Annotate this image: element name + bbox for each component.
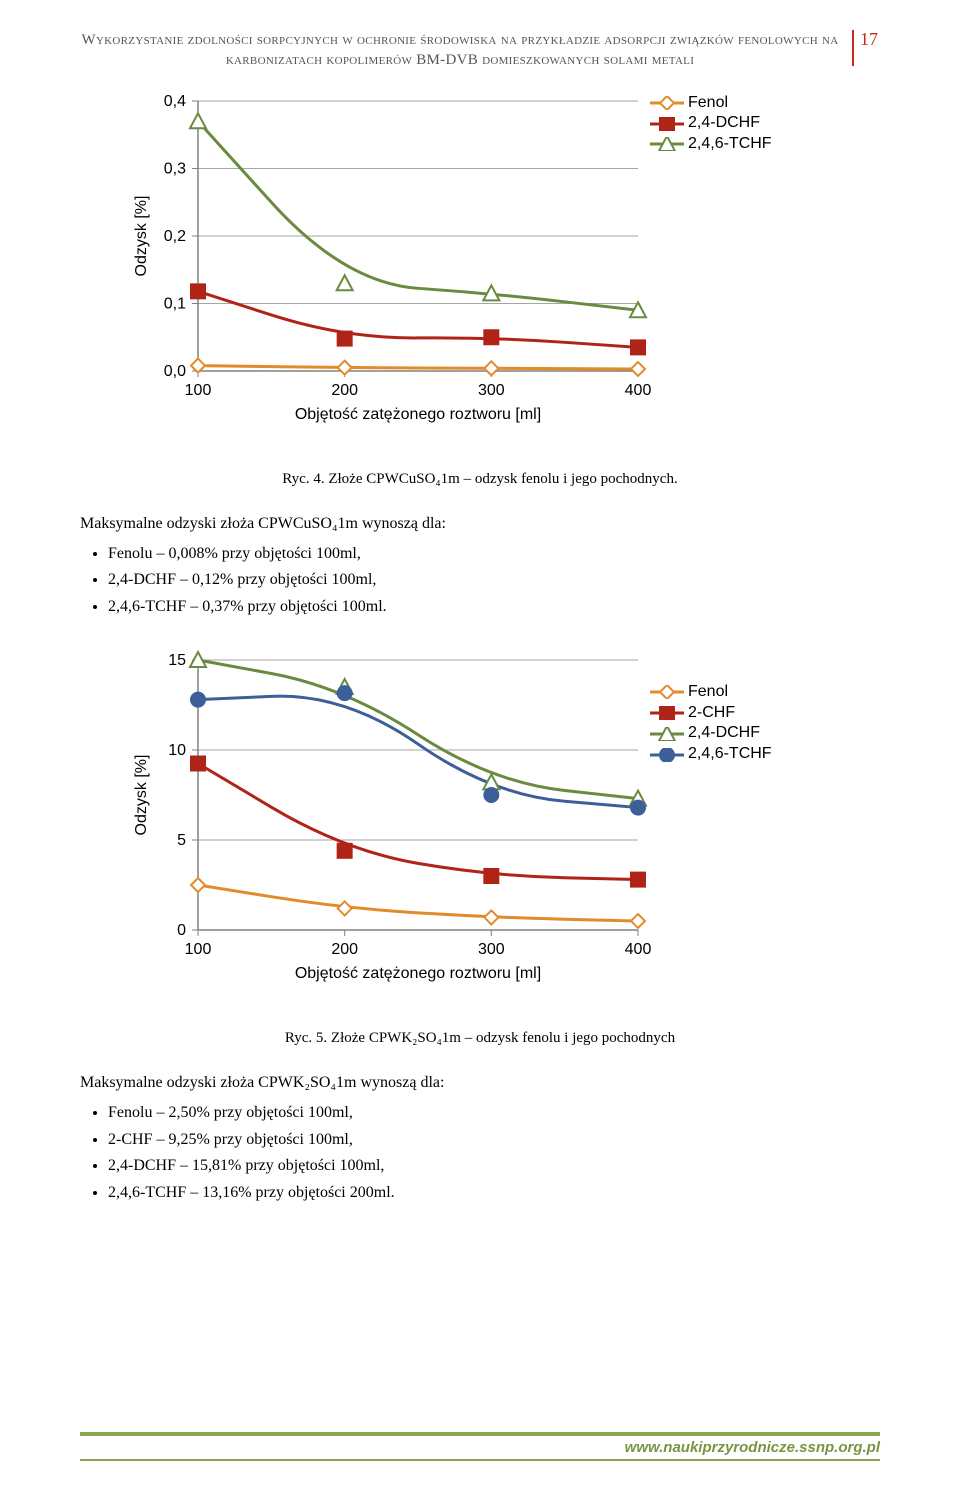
- svg-text:0: 0: [177, 922, 186, 939]
- bullet-item: 2,4-DCHF – 15,81% przy objętości 100ml,: [108, 1154, 880, 1179]
- header-title: Wykorzystanie zdolności sorpcyjnych w oc…: [80, 30, 840, 71]
- svg-text:300: 300: [478, 382, 505, 399]
- bullet-item: Fenolu – 0,008% przy objętości 100ml,: [108, 542, 880, 567]
- svg-text:200: 200: [331, 382, 358, 399]
- bullets-1: Fenolu – 0,008% przy objętości 100ml,2,4…: [108, 542, 880, 620]
- svg-text:5: 5: [177, 832, 186, 849]
- legend-item: Fenol: [650, 93, 772, 114]
- svg-text:Objętość zatężonego roztworu [: Objętość zatężonego roztworu [ml]: [295, 406, 541, 423]
- svg-text:0,3: 0,3: [164, 160, 186, 177]
- svg-text:10: 10: [168, 742, 186, 759]
- legend-item: 2,4-DCHF: [650, 723, 772, 744]
- legend-item: 2-CHF: [650, 703, 772, 724]
- svg-text:400: 400: [625, 941, 652, 958]
- bullet-item: 2,4,6-TCHF – 0,37% przy objętości 100ml.: [108, 595, 880, 620]
- svg-text:0,2: 0,2: [164, 228, 186, 245]
- bullets-2: Fenolu – 2,50% przy objętości 100ml,2-CH…: [108, 1101, 880, 1206]
- svg-text:Odzysk [%]: Odzysk [%]: [133, 195, 150, 276]
- bullet-item: 2-CHF – 9,25% przy objętości 100ml,: [108, 1128, 880, 1153]
- legend-item: 2,4-DCHF: [650, 113, 772, 134]
- para-2: Maksymalne odzyski złoża CPWK₂SO₄1m wyno…: [80, 1071, 880, 1095]
- bullet-item: 2,4-DCHF – 0,12% przy objętości 100ml,: [108, 568, 880, 593]
- bullet-item: Fenolu – 2,50% przy objętości 100ml,: [108, 1101, 880, 1126]
- svg-text:100: 100: [185, 941, 212, 958]
- page-number: 17: [852, 30, 880, 66]
- svg-text:0,0: 0,0: [164, 363, 186, 380]
- svg-text:400: 400: [625, 382, 652, 399]
- svg-text:Odzysk [%]: Odzysk [%]: [133, 754, 150, 835]
- svg-text:0,4: 0,4: [164, 93, 186, 110]
- chart-1-caption: Ryc. 4. Złoże CPWCuSO₄1m – odzysk fenolu…: [80, 471, 880, 488]
- page-header: Wykorzystanie zdolności sorpcyjnych w oc…: [80, 30, 880, 71]
- legend-item: Fenol: [650, 682, 772, 703]
- svg-text:15: 15: [168, 652, 186, 669]
- bullet-item: 2,4,6-TCHF – 13,16% przy objętości 200ml…: [108, 1181, 880, 1206]
- svg-text:300: 300: [478, 941, 505, 958]
- footer-url: www.naukiprzyrodnicze.ssnp.org.pl: [80, 1432, 880, 1461]
- svg-text:Objętość zatężonego roztworu [: Objętość zatężonego roztworu [ml]: [295, 965, 541, 982]
- chart-2: 0 5 10 15 100 200 300 400 Odzysk [%] Objętość zat…: [120, 650, 880, 1020]
- para-1: Maksymalne odzyski złoża CPWCuSO₄1m wyno…: [80, 512, 880, 536]
- svg-text:200: 200: [331, 941, 358, 958]
- chart-2-caption: Ryc. 5. Złoże CPWK₂SO₄1m – odzysk fenolu…: [80, 1030, 880, 1047]
- legend-item: 2,4,6-TCHF: [650, 134, 772, 155]
- svg-text:100: 100: [185, 382, 212, 399]
- chart-1: 0,0 0,1 0,2 0,3 0,4 100 200 300 400 Odzysk [%] Obj…: [120, 91, 880, 461]
- legend-item: 2,4,6-TCHF: [650, 744, 772, 765]
- svg-text:0,1: 0,1: [164, 295, 186, 312]
